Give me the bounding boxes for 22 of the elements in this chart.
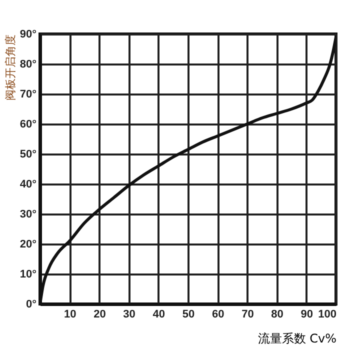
x-tick-label: 10 (64, 308, 76, 320)
x-tick-label: 80 (271, 308, 284, 320)
x-tick-label: 30 (123, 308, 136, 320)
y-tick-label: 40° (20, 178, 36, 190)
x-tick-label: 70 (242, 308, 254, 320)
x-tick-label: 50 (182, 308, 195, 320)
y-tick-label: 60° (20, 118, 36, 130)
y-tick-label: 70° (20, 88, 36, 100)
x-tick-label: 90 (300, 308, 314, 320)
x-tick-label: 20 (94, 308, 106, 320)
y-tick-label: 50° (20, 148, 36, 160)
x-tick-label: 60 (212, 308, 224, 320)
y-tick-label: 20° (20, 238, 36, 250)
y-axis-title: 阀板开启角度 (4, 34, 17, 100)
y-tick-label: 90° (20, 28, 36, 40)
y-tick-label: 30° (20, 208, 36, 220)
x-tick-label: 100 (318, 308, 336, 320)
y-tick-label: 10° (20, 268, 36, 280)
y-tick-label: 0° (26, 298, 36, 310)
y-tick-label: 80° (20, 58, 36, 70)
x-axis-title: 流量系数 Cv% (258, 332, 336, 346)
x-tick-label: 40 (152, 308, 166, 320)
